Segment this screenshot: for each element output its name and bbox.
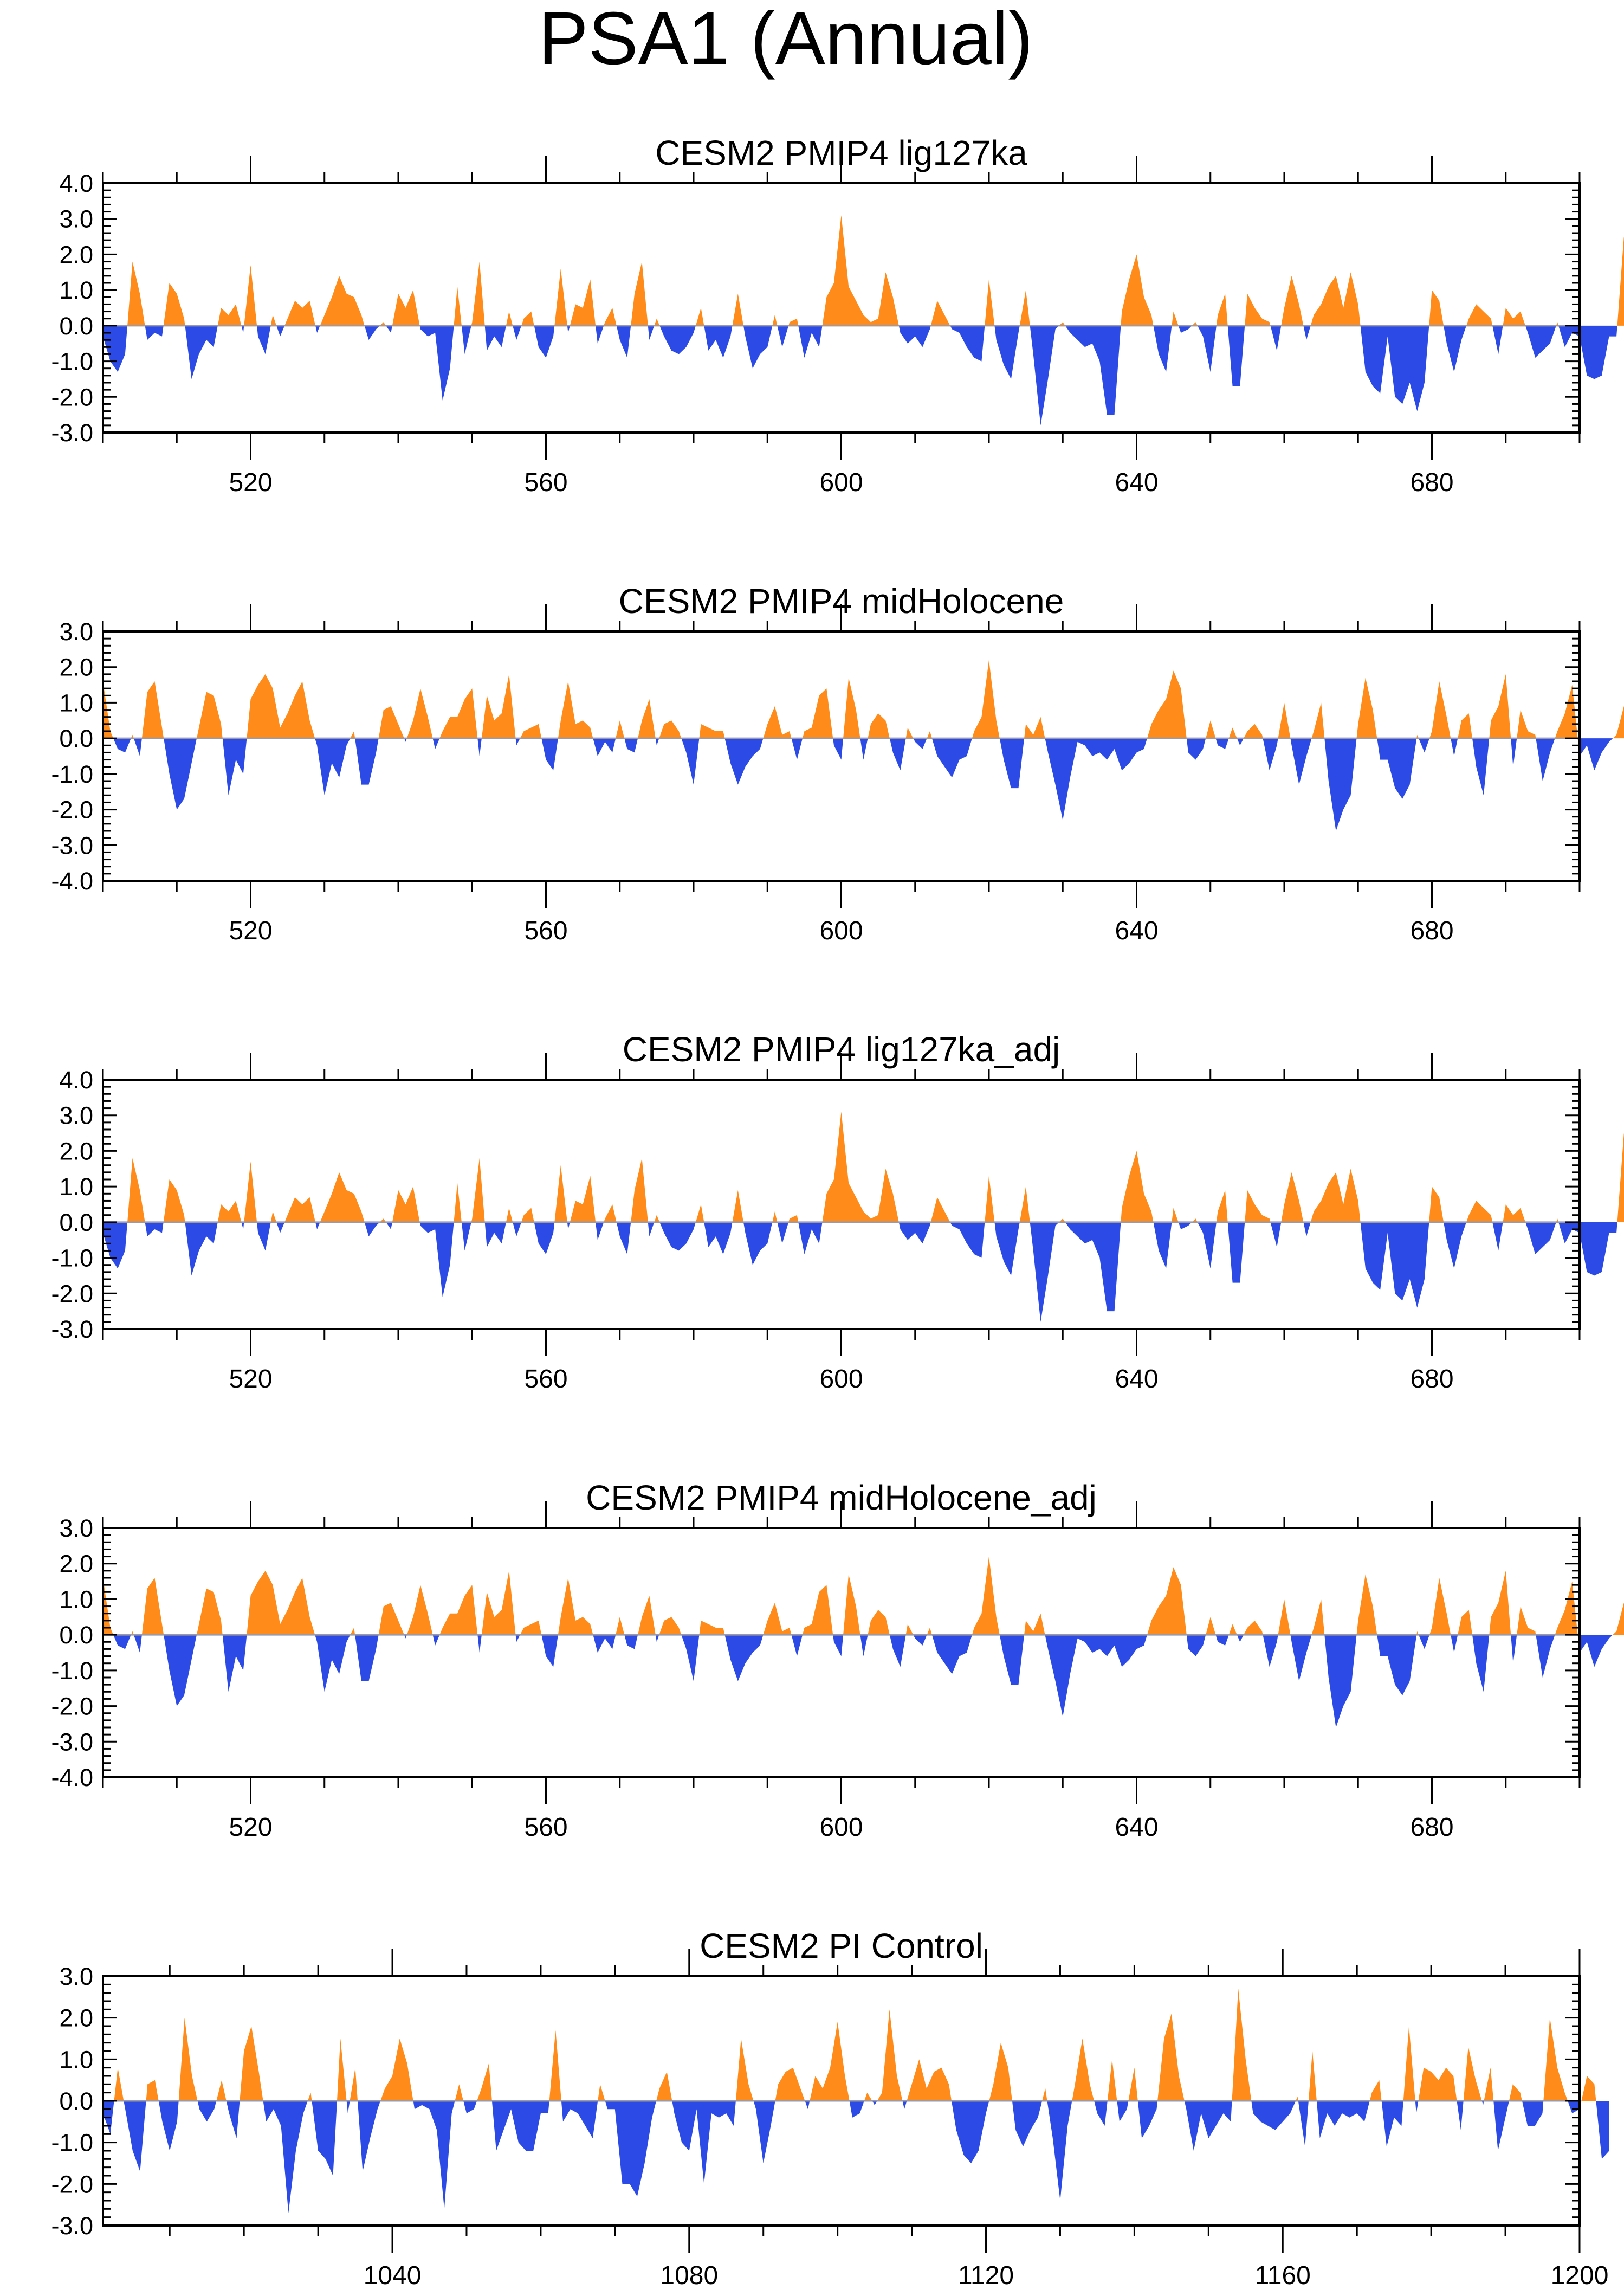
y-tick-label: 2.0 — [59, 1550, 93, 1578]
positive-area — [103, 215, 1624, 326]
y-tick-label: 2.0 — [59, 654, 93, 681]
positive-area — [103, 1112, 1624, 1222]
y-tick-label: 3.0 — [59, 1514, 93, 1542]
y-tick-label: 3.0 — [59, 1102, 93, 1130]
y-tick-label: -2.0 — [51, 1693, 93, 1720]
y-tick-label: 4.0 — [59, 1066, 93, 1094]
positive-area — [103, 1989, 1609, 2101]
y-tick-label: -3.0 — [51, 1728, 93, 1756]
y-tick-label: -2.0 — [51, 1280, 93, 1307]
figure-title: PSA1 (Annual) — [539, 0, 1033, 80]
positive-area — [103, 660, 1624, 739]
x-axis-ticks — [102, 1501, 1581, 1804]
x-tick-label: 520 — [229, 917, 272, 945]
y-tick-label: 0.0 — [59, 1621, 93, 1649]
negative-area — [103, 2101, 1609, 2213]
y-axis-ticks — [103, 1527, 1580, 1778]
x-tick-label: 680 — [1410, 917, 1453, 945]
y-axis-ticks — [103, 1079, 1580, 1330]
chart-panel-5: CESM2 PI Control 3.0 2.0 1.0 0.0 -1.0 -2.0 -3.0… — [51, 1926, 1609, 2290]
y-tick-label: -2.0 — [51, 383, 93, 411]
negative-area — [103, 325, 1624, 425]
y-tick-label: -3.0 — [51, 2212, 93, 2240]
y-axis-ticks — [103, 630, 1580, 882]
x-tick-label: 680 — [1410, 468, 1453, 497]
x-tick-label: 560 — [524, 1813, 567, 1842]
x-tick-label: 520 — [229, 468, 272, 497]
x-tick-label: 1160 — [1255, 2261, 1311, 2290]
chart-panel-2: CESM2 PMIP4 midHolocene3.02.01.00.0-1.0-… — [51, 582, 1624, 945]
x-tick-label: 640 — [1115, 917, 1158, 945]
y-tick-label: 2.0 — [59, 2004, 93, 2032]
x-tick-label: 640 — [1115, 1365, 1158, 1394]
x-axis-ticks — [169, 1949, 1581, 2253]
x-tick-label: 520 — [229, 1365, 272, 1394]
x-tick-label: 640 — [1115, 1813, 1158, 1842]
x-axis-ticks — [102, 604, 1581, 908]
x-tick-label: 560 — [524, 1365, 567, 1394]
y-tick-label: -1.0 — [51, 1244, 93, 1272]
y-tick-label: -1.0 — [51, 760, 93, 788]
y-tick-label: 2.0 — [59, 241, 93, 268]
negative-area — [103, 1222, 1624, 1322]
y-tick-label: 1.0 — [59, 1173, 93, 1201]
x-tick-label: 640 — [1115, 468, 1158, 497]
x-tick-label: 600 — [819, 1813, 863, 1842]
x-tick-label: 1120 — [958, 2261, 1014, 2290]
x-tick-label: 600 — [819, 468, 863, 497]
y-tick-label: 3.0 — [59, 205, 93, 233]
chart-panel-4: CESM2 PMIP4 midHolocene_adj3.02.01.00.0-… — [51, 1478, 1624, 1842]
x-tick-label: 1200 — [1551, 2261, 1609, 2290]
x-axis-ticks — [102, 156, 1581, 460]
y-tick-label: -1.0 — [51, 1657, 93, 1685]
x-tick-label: 680 — [1410, 1813, 1453, 1842]
negative-area — [103, 738, 1624, 831]
y-tick-label: -1.0 — [51, 348, 93, 376]
x-tick-label: 600 — [819, 917, 863, 945]
x-tick-label: 1040 — [364, 2261, 422, 2290]
y-tick-label: 1.0 — [59, 689, 93, 717]
y-tick-label: -2.0 — [51, 2170, 93, 2198]
y-tick-label: -1.0 — [51, 2129, 93, 2157]
y-tick-label: 3.0 — [59, 1963, 93, 1990]
y-tick-label: 0.0 — [59, 725, 93, 752]
y-tick-label: -4.0 — [51, 1764, 93, 1791]
chart-panels: CESM2 PMIP4 lig127ka4.03.02.01.00.0-1.0-… — [51, 133, 1624, 2290]
y-tick-label: -4.0 — [51, 867, 93, 895]
y-tick-label: 2.0 — [59, 1137, 93, 1165]
x-tick-label: 600 — [819, 1365, 863, 1394]
y-axis-ticks — [103, 1975, 1580, 2227]
y-tick-label: 0.0 — [59, 1209, 93, 1236]
x-tick-label: 680 — [1410, 1365, 1453, 1394]
panel-title: CESM2 PI Control — [700, 1926, 983, 1965]
y-tick-label: 0.0 — [59, 2087, 93, 2115]
chart-panel-3: CESM2 PMIP4 lig127ka_adj4.03.02.01.00.0-… — [51, 1030, 1624, 1394]
y-tick-label: -3.0 — [51, 419, 93, 447]
y-tick-label: 1.0 — [59, 1585, 93, 1613]
y-tick-label: -3.0 — [51, 1315, 93, 1343]
positive-area — [103, 1556, 1624, 1635]
y-axis-ticks — [103, 182, 1580, 434]
y-tick-label: -3.0 — [51, 831, 93, 859]
y-tick-label: 3.0 — [59, 618, 93, 646]
y-tick-label: 4.0 — [59, 170, 93, 197]
x-axis-ticks — [102, 1053, 1581, 1356]
y-tick-label: 1.0 — [59, 276, 93, 304]
y-tick-label: 1.0 — [59, 2046, 93, 2073]
y-tick-label: -2.0 — [51, 796, 93, 824]
x-tick-label: 560 — [524, 468, 567, 497]
x-tick-label: 1080 — [660, 2261, 718, 2290]
y-tick-label: 0.0 — [59, 312, 93, 340]
negative-area — [103, 1635, 1624, 1727]
x-tick-label: 520 — [229, 1813, 272, 1842]
chart-panel-1: CESM2 PMIP4 lig127ka4.03.02.01.00.0-1.0-… — [51, 133, 1624, 497]
x-tick-label: 560 — [524, 917, 567, 945]
